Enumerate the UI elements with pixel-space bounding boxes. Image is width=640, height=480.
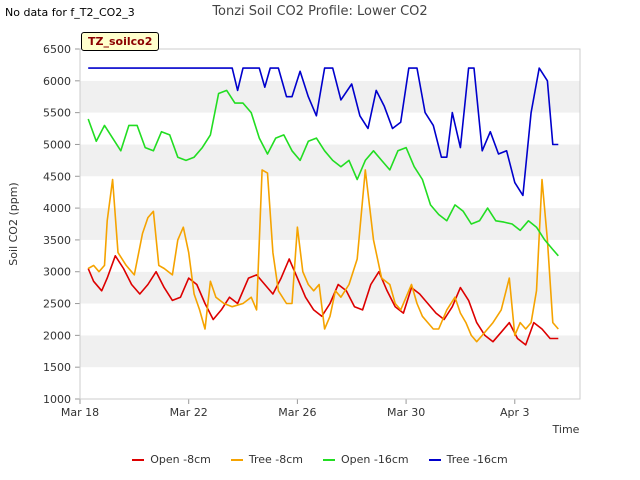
series-line-tree-16cm bbox=[88, 67, 559, 197]
grid-band bbox=[80, 303, 580, 336]
x-tick-label: Mar 22 bbox=[170, 406, 208, 419]
legend-label: Open -16cm bbox=[341, 453, 409, 466]
grid-band bbox=[80, 367, 580, 399]
grid-band bbox=[80, 176, 580, 209]
x-axis-label: Time bbox=[552, 423, 580, 436]
grid-band bbox=[80, 208, 580, 240]
x-tick-label: Mar 18 bbox=[61, 406, 99, 419]
y-tick-label: 5500 bbox=[43, 107, 71, 120]
x-axis-ticks: Mar 18 Mar 22 Mar 26 Mar 30 Apr 3 bbox=[61, 399, 530, 419]
y-tick-label: 2000 bbox=[43, 329, 71, 342]
y-tick-label: 4500 bbox=[43, 170, 71, 183]
series-line-open-16cm bbox=[87, 89, 559, 257]
chart-title: Tonzi Soil CO2 Profile: Lower CO2 bbox=[212, 4, 428, 19]
y-axis-label: Soil CO2 (ppm) bbox=[7, 182, 20, 265]
x-tick-label: Apr 3 bbox=[500, 406, 530, 419]
legend-label: Open -8cm bbox=[150, 453, 211, 466]
legend-item-open-8cm: Open -8cm bbox=[132, 453, 211, 466]
legend-swatch bbox=[323, 458, 335, 461]
grid-band bbox=[80, 335, 580, 368]
y-tick-label: 6000 bbox=[43, 75, 71, 88]
y-tick-label: 4000 bbox=[43, 202, 71, 215]
series-line-open-8cm bbox=[87, 255, 559, 346]
grid-band bbox=[80, 271, 580, 304]
legend-item-tree-8cm: Tree -8cm bbox=[230, 453, 303, 466]
grid-bands bbox=[80, 49, 580, 399]
y-tick-label: 6500 bbox=[43, 43, 71, 56]
grid-band bbox=[80, 239, 580, 272]
y-tick-label: 3500 bbox=[43, 234, 71, 247]
no-data-note: No data for f_T2_CO2_3 bbox=[5, 6, 135, 19]
y-axis-ticks: 1000 1500 2000 2500 3000 3500 4000 4500 5000 5500… bbox=[43, 43, 80, 406]
y-tick-label: 5000 bbox=[43, 138, 71, 151]
legend-swatch bbox=[230, 458, 243, 461]
legend: Open -8cm Tree -8cm Open -16cm Tree -16c… bbox=[0, 453, 640, 466]
grid-band bbox=[80, 80, 580, 113]
series-line-tree-8cm bbox=[87, 169, 559, 343]
legend-swatch bbox=[132, 458, 145, 461]
x-tick-label: Mar 26 bbox=[278, 406, 316, 419]
site-badge: TZ_soilco2 bbox=[81, 32, 160, 51]
legend-label: Tree -16cm bbox=[446, 453, 508, 466]
y-tick-label: 1000 bbox=[43, 393, 71, 406]
y-tick-label: 2500 bbox=[43, 298, 71, 311]
plot-frame bbox=[79, 48, 581, 400]
y-tick-label: 1500 bbox=[43, 361, 71, 374]
grid-band bbox=[80, 49, 580, 81]
legend-item-open-16cm: Open -16cm bbox=[323, 453, 409, 466]
grid-band bbox=[80, 144, 580, 177]
legend-swatch bbox=[428, 458, 441, 461]
y-tick-label: 3000 bbox=[43, 266, 71, 279]
legend-item-tree-16cm: Tree -16cm bbox=[428, 453, 508, 466]
legend-label: Tree -8cm bbox=[248, 453, 303, 466]
series-lines bbox=[87, 67, 559, 346]
grid-band bbox=[80, 112, 580, 145]
x-tick-label: Mar 30 bbox=[387, 406, 425, 419]
